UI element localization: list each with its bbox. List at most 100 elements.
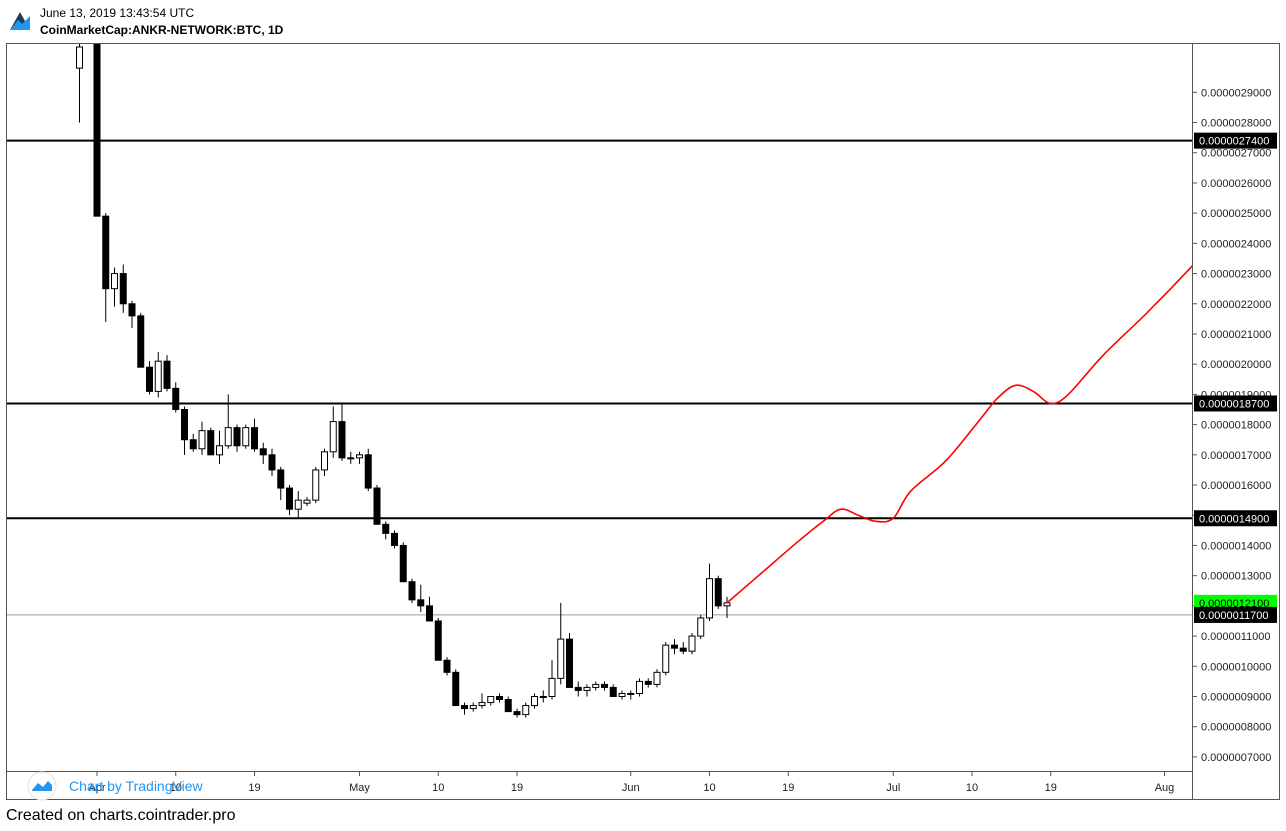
price-axis[interactable]: 0.0000029000 0.0000028000 0.0000027000 0.00…	[1192, 44, 1281, 799]
price-tick-label: 0.0000024000	[1201, 238, 1271, 250]
price-tick-label: 0.0000014000	[1201, 540, 1271, 552]
price-tick-label: 0.0000026000	[1201, 178, 1271, 190]
candle-body-70	[697, 617, 705, 637]
candle-body-25	[303, 499, 311, 504]
candle-body-46	[487, 695, 495, 704]
price-tick-label: 0.0000007000	[1201, 752, 1271, 764]
time-tick-label: Apr	[88, 782, 105, 794]
footer-credit: Created on charts.cointrader.pro	[6, 807, 236, 824]
candle-body-7	[146, 366, 153, 392]
time-tick-label: 10	[966, 782, 978, 794]
price-tick-label: 0.0000027000	[1201, 148, 1271, 160]
candle-body-31	[356, 454, 363, 459]
candle-body-16	[224, 427, 232, 447]
candle-body-10	[172, 387, 180, 411]
tradingview-badge[interactable]: Chart by TradingView	[25, 771, 203, 801]
tradingview-cloud-icon	[27, 771, 57, 801]
candle-body-60	[609, 686, 617, 697]
candle-body-43	[461, 705, 468, 710]
candle-body-57	[583, 686, 591, 691]
candle-body-1	[93, 44, 101, 217]
candle-body-0	[76, 46, 83, 69]
candle-body-13	[198, 430, 206, 450]
candle-body-2	[102, 215, 110, 290]
candle-body-26	[312, 469, 320, 501]
candle-body-30	[347, 457, 355, 460]
candle-body-48	[504, 699, 512, 713]
reference-price-label: 0.0000011700	[1199, 610, 1269, 622]
level-label-1-bg	[1194, 395, 1277, 412]
candle-body-20	[259, 448, 267, 456]
candle-body-62	[627, 692, 635, 695]
time-tick-label: Aug	[1155, 782, 1175, 794]
time-tick-label: 10	[432, 782, 444, 794]
candle-body-66	[662, 644, 670, 673]
candle-body-36	[399, 544, 407, 583]
tradingview-logo-icon	[10, 12, 30, 30]
candle-body-5	[128, 303, 136, 317]
price-tick-label: 0.0000017000	[1201, 450, 1271, 462]
candle-body-49	[513, 711, 521, 716]
time-tick-label: May	[349, 782, 370, 794]
candle-body-37	[408, 581, 416, 601]
candle-body-55	[566, 638, 573, 688]
candle-body-72	[714, 578, 722, 607]
time-tick-label: Jul	[886, 782, 900, 794]
candle-body-9	[163, 360, 171, 389]
price-tick-label: 0.0000023000	[1201, 269, 1271, 281]
candle-body-14	[207, 430, 215, 456]
candle-body-27	[321, 451, 328, 471]
time-axis[interactable]: Apr 10 19 May 10 19 Jun 10 19 Jul 10 19 Aug	[7, 771, 1192, 800]
time-tick-label: 19	[782, 782, 794, 794]
price-tick-label: 0.0000022000	[1201, 299, 1271, 311]
time-tick-label: 10	[170, 782, 182, 794]
candle-body-58	[592, 683, 600, 688]
time-tick-label: 19	[1045, 782, 1057, 794]
candle-body-18	[242, 427, 250, 447]
candlestick-chart[interactable]	[7, 44, 1192, 771]
chart-frame[interactable]: 0.0000029000 0.0000028000 0.0000027000 0.00…	[6, 43, 1281, 801]
level-label-1: 0.0000018700	[1199, 398, 1269, 410]
candle-body-63	[636, 680, 643, 694]
candle-body-35	[391, 532, 398, 546]
candle-body-52	[539, 695, 547, 698]
candle-body-28	[329, 421, 337, 453]
price-tick-label: 0.0000028000	[1201, 118, 1271, 130]
candle-body-4	[119, 273, 127, 305]
candle-body-17	[233, 427, 241, 447]
candle-body-3	[111, 273, 118, 290]
candle-body-67	[671, 644, 678, 649]
candle-body-54	[557, 638, 565, 679]
plot-area[interactable]	[7, 44, 1192, 771]
candle-body-73	[723, 602, 731, 607]
candle-body-50	[522, 705, 530, 716]
level-label-2: 0.0000014900	[1199, 513, 1269, 525]
level-label-2-bg	[1194, 510, 1277, 527]
price-tick-label: 0.0000020000	[1201, 359, 1271, 371]
candle-body-41	[443, 659, 451, 673]
candle-body-42	[452, 671, 460, 707]
candle-body-21	[268, 454, 276, 471]
price-tick-label: 0.0000016000	[1201, 480, 1271, 492]
candle-body-39	[426, 605, 433, 622]
price-tick-label: 0.0000018000	[1201, 420, 1271, 432]
time-tick-label: 19	[511, 782, 523, 794]
price-tick-label: 0.0000008000	[1201, 722, 1271, 734]
candle-body-23	[286, 487, 293, 510]
price-tick-label: 0.0000013000	[1201, 571, 1271, 583]
candle-body-51	[531, 695, 538, 707]
last-price-label: 0.0000012100	[1199, 598, 1269, 610]
candle-body-8	[154, 360, 162, 392]
level-label-0: 0.0000027400	[1199, 136, 1269, 148]
candle-body-34	[382, 523, 390, 534]
level-label-0-bg	[1194, 132, 1277, 149]
candle-body-24	[294, 499, 302, 510]
price-tick-label: 0.0000009000	[1201, 691, 1271, 703]
candle-body-47	[496, 695, 503, 701]
candle-body-38	[417, 599, 425, 607]
price-tick-label: 0.0000011000	[1201, 631, 1271, 643]
time-tick-label: 19	[248, 782, 260, 794]
symbol-title: CoinMarketCap:ANKR-NETWORK:BTC, 1D	[40, 23, 284, 37]
candle-body-40	[434, 620, 442, 661]
candle-body-65	[653, 671, 661, 685]
